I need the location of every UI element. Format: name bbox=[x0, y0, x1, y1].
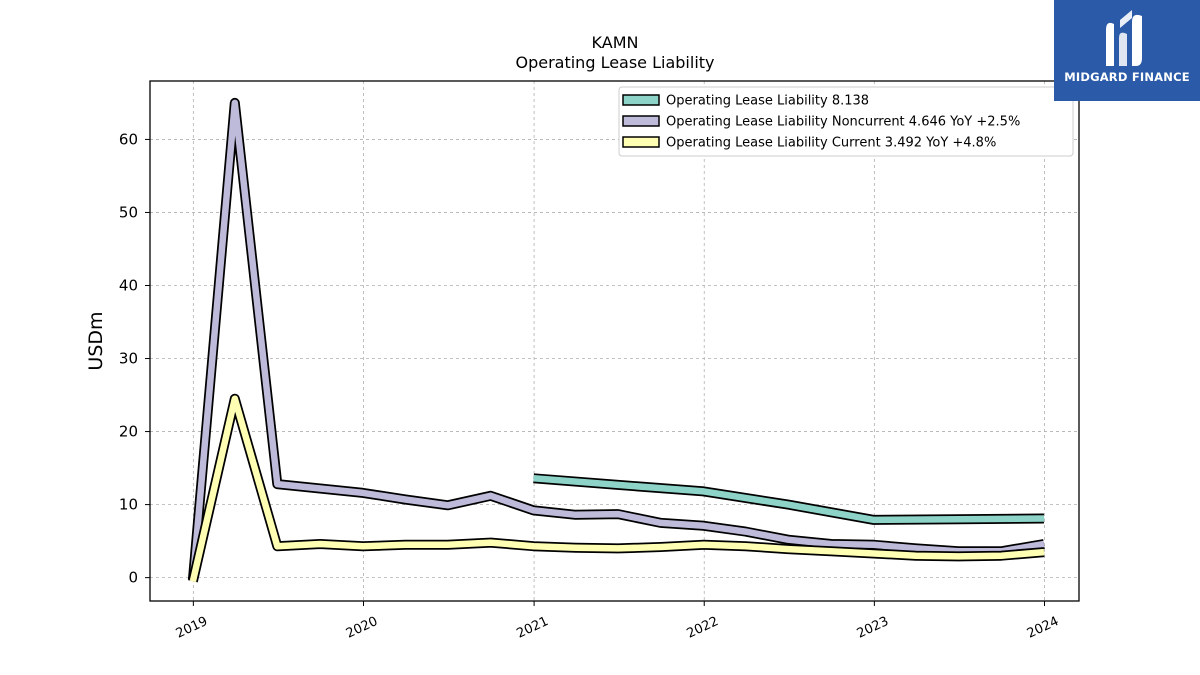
y-axis-label: USDm bbox=[85, 311, 107, 370]
x-tick-label: 2019 bbox=[174, 614, 210, 642]
series-2 bbox=[188, 393, 1045, 583]
data-point bbox=[192, 580, 194, 582]
plot-frame bbox=[149, 80, 1080, 602]
data-point bbox=[830, 543, 832, 545]
data-point bbox=[617, 513, 619, 515]
data-point bbox=[404, 498, 406, 501]
data-point bbox=[703, 490, 705, 492]
y-tick-label: 20 bbox=[119, 423, 138, 441]
y-tick-label: 30 bbox=[119, 350, 138, 368]
series-line-outline bbox=[187, 97, 1045, 581]
data-point bbox=[745, 531, 747, 533]
x-tick-label: 2023 bbox=[855, 614, 891, 642]
y-tick-label: 0 bbox=[128, 569, 138, 587]
data-point bbox=[915, 555, 917, 557]
legend-swatch bbox=[622, 136, 660, 148]
data-point bbox=[575, 547, 577, 549]
series-1 bbox=[187, 97, 1045, 581]
data-point bbox=[660, 546, 662, 548]
chart-subtitle: Operating Lease Liability bbox=[515, 53, 714, 72]
series-0 bbox=[533, 473, 1045, 525]
x-tick-label: 2021 bbox=[514, 614, 550, 642]
data-point bbox=[447, 544, 449, 546]
data-point bbox=[362, 545, 364, 547]
data-point bbox=[404, 544, 406, 546]
data-point bbox=[319, 487, 321, 490]
legend-swatch bbox=[622, 94, 660, 106]
data-point bbox=[957, 555, 959, 558]
midgard-finance-logo: MIDGARD FINANCE bbox=[1054, 0, 1200, 101]
x-tick-label: 2024 bbox=[1025, 614, 1061, 642]
series-line bbox=[189, 99, 1045, 581]
data-point bbox=[362, 492, 364, 494]
data-point bbox=[533, 509, 535, 511]
data-point bbox=[745, 545, 747, 547]
data-point bbox=[319, 543, 321, 545]
data-point bbox=[787, 539, 789, 541]
y-tick-label: 40 bbox=[119, 276, 138, 294]
data-point bbox=[703, 544, 705, 546]
data-point bbox=[703, 525, 705, 527]
data-point bbox=[787, 548, 789, 550]
chart-title: KAMN bbox=[592, 33, 639, 52]
data-point bbox=[447, 504, 449, 506]
logo-text: MIDGARD FINANCE bbox=[1064, 70, 1190, 84]
legend-label: Operating Lease Liability Current 3.492 … bbox=[666, 136, 996, 151]
data-point bbox=[276, 483, 278, 485]
data-point bbox=[276, 545, 278, 547]
y-tick-label: 10 bbox=[119, 496, 138, 514]
ticks: 0 10 20 30 40 50 60 2019 2020 2021 2022 2023 2024 bbox=[119, 130, 1061, 641]
data-point bbox=[617, 547, 619, 550]
x-tick-label: 2022 bbox=[685, 614, 721, 642]
legend-label: Operating Lease Liability Noncurrent 4.6… bbox=[666, 115, 1020, 130]
legend-label: Operating Lease Liability 8.138 bbox=[666, 94, 869, 109]
data-point bbox=[787, 504, 789, 506]
data-point bbox=[873, 552, 875, 555]
data-point bbox=[1000, 555, 1002, 557]
data-point bbox=[1043, 543, 1045, 545]
legend: Operating Lease Liability 8.138 Operating… bbox=[618, 86, 1074, 157]
data-point bbox=[490, 542, 492, 544]
legend-swatch bbox=[622, 115, 660, 127]
data-point bbox=[1043, 517, 1045, 520]
data-point bbox=[660, 522, 662, 524]
data-point bbox=[533, 477, 535, 479]
data-point bbox=[234, 398, 236, 400]
data-point bbox=[617, 484, 619, 486]
data-point bbox=[957, 518, 959, 520]
data-point bbox=[234, 102, 236, 104]
y-tick-label: 50 bbox=[119, 203, 138, 221]
data-point bbox=[873, 544, 875, 546]
data-point bbox=[915, 547, 917, 550]
y-tick-label: 60 bbox=[119, 130, 138, 148]
legend-box bbox=[618, 86, 1074, 157]
data-point bbox=[830, 550, 832, 552]
series-layer bbox=[187, 97, 1045, 583]
data-point bbox=[873, 519, 875, 521]
data-point bbox=[1043, 551, 1045, 553]
data-point bbox=[533, 545, 535, 547]
x-tick-label: 2020 bbox=[344, 614, 380, 642]
data-point bbox=[575, 514, 577, 516]
midgard-m-icon bbox=[1106, 10, 1142, 66]
data-point bbox=[490, 495, 492, 497]
